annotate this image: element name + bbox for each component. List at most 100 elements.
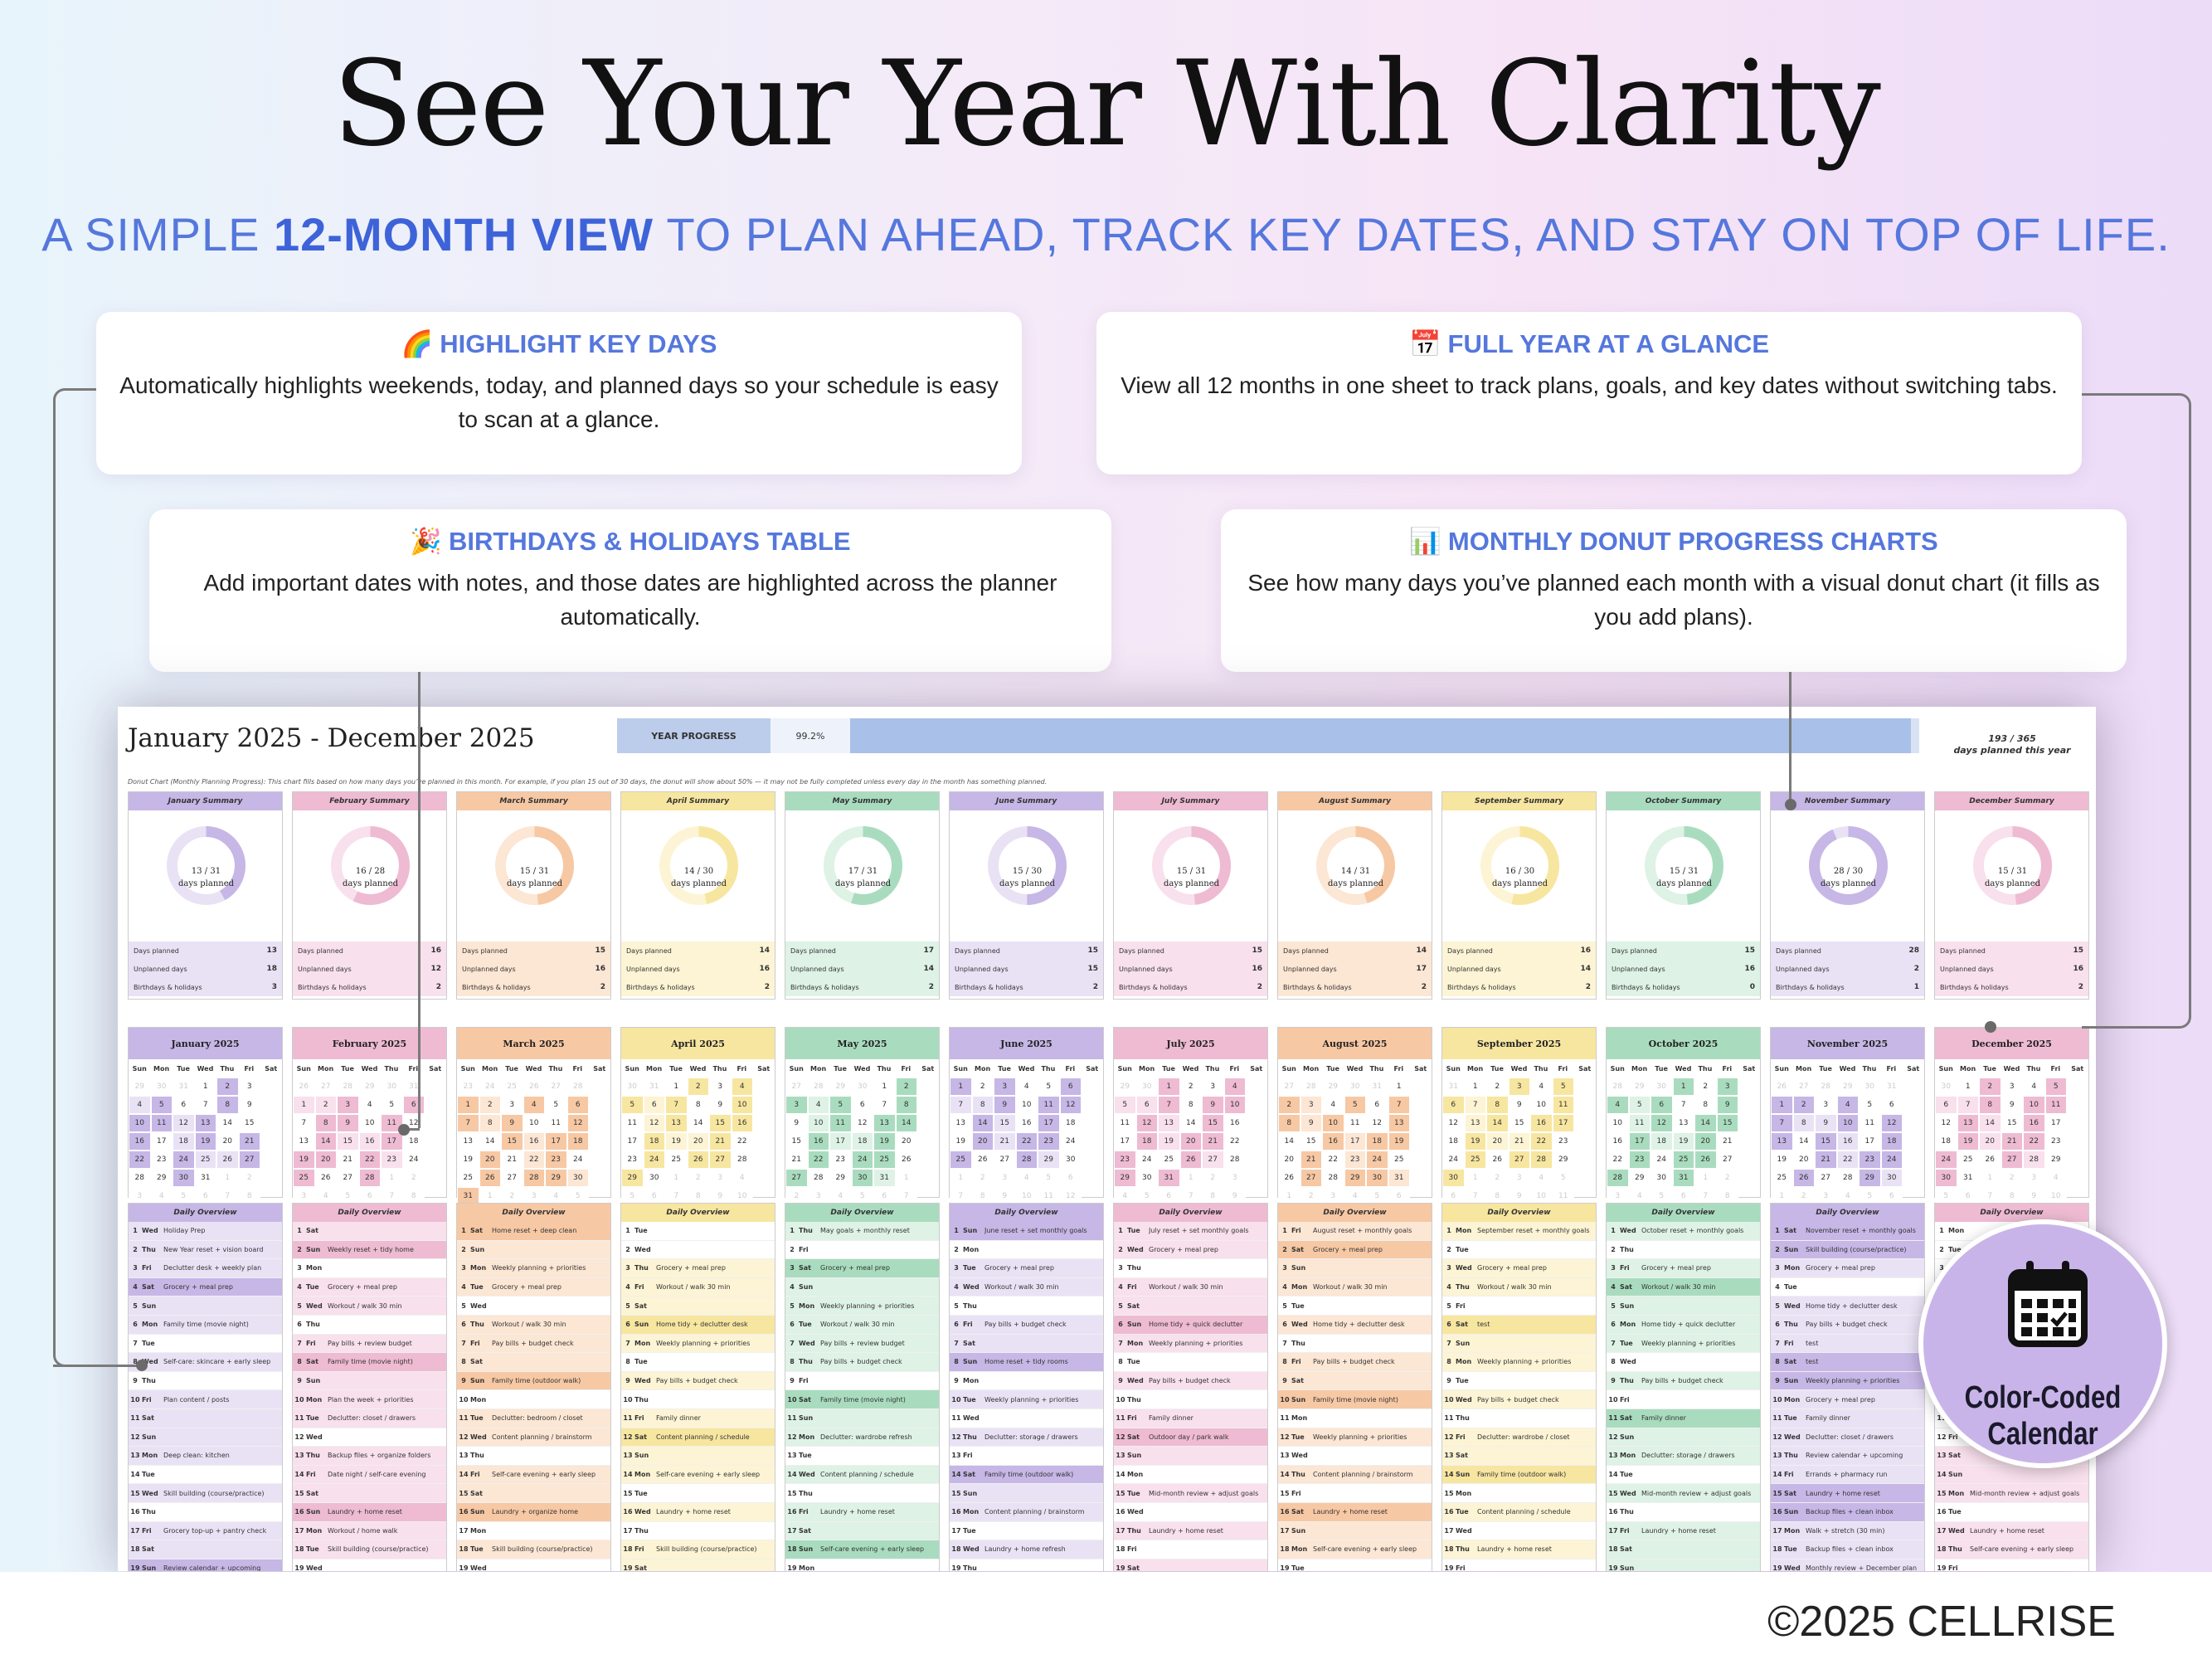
- day-cell[interactable]: 6: [643, 1096, 665, 1114]
- overview-row[interactable]: 3 Mon: [293, 1259, 446, 1278]
- day-cell[interactable]: 5: [1114, 1096, 1136, 1114]
- day-cell[interactable]: 19: [293, 1151, 315, 1169]
- day-cell[interactable]: 7: [665, 1096, 688, 1114]
- day-cell[interactable]: 11: [1114, 1114, 1136, 1132]
- day-cell[interactable]: 21: [709, 1132, 732, 1151]
- day-cell[interactable]: 24: [1059, 1132, 1082, 1151]
- day-cell[interactable]: 29: [1859, 1169, 1881, 1187]
- day-cell[interactable]: 24: [1935, 1151, 1957, 1169]
- day-cell[interactable]: 24: [173, 1151, 195, 1169]
- overview-row[interactable]: 2 Sun Skill building (course/practice): [1771, 1240, 1924, 1260]
- overview-row[interactable]: 18 Tue Skill building (course/practice): [293, 1540, 446, 1559]
- day-cell[interactable]: 19: [1672, 1132, 1694, 1151]
- day-cell[interactable]: 16: [1322, 1132, 1344, 1151]
- day-cell[interactable]: 9: [994, 1187, 1016, 1205]
- day-cell[interactable]: 31: [1880, 1078, 1903, 1096]
- overview-row[interactable]: 13 Sat: [1442, 1447, 1596, 1466]
- day-cell[interactable]: 3: [994, 1078, 1016, 1096]
- day-cell[interactable]: 3: [501, 1096, 523, 1114]
- day-cell[interactable]: 28: [337, 1078, 359, 1096]
- overview-row[interactable]: 17 Tue: [950, 1521, 1103, 1541]
- overview-row[interactable]: 16 Sun Backup files + clean inbox: [1771, 1502, 1924, 1522]
- overview-row[interactable]: 4 Fri Workout / walk 30 min: [621, 1277, 775, 1297]
- overview-row[interactable]: 15 Wed Skill building (course/practice): [129, 1484, 282, 1503]
- day-cell[interactable]: 8: [1694, 1096, 1717, 1114]
- day-cell[interactable]: 20: [479, 1151, 501, 1169]
- day-cell[interactable]: 5: [1038, 1169, 1060, 1187]
- day-cell[interactable]: 30: [1650, 1078, 1673, 1096]
- day-cell[interactable]: 26: [293, 1078, 315, 1096]
- overview-row[interactable]: 1 Wed Holiday Prep: [129, 1222, 282, 1241]
- day-cell[interactable]: 21: [1815, 1151, 1837, 1169]
- day-cell[interactable]: 27: [314, 1078, 337, 1096]
- day-cell[interactable]: 23: [1114, 1151, 1136, 1169]
- overview-row[interactable]: 13 Tue: [785, 1447, 939, 1466]
- day-cell[interactable]: 20: [216, 1132, 239, 1151]
- day-cell[interactable]: 6: [1935, 1096, 1957, 1114]
- day-cell[interactable]: 24: [1650, 1151, 1673, 1169]
- day-cell[interactable]: 26: [1792, 1169, 1815, 1187]
- day-cell[interactable]: 11: [381, 1114, 403, 1132]
- overview-row[interactable]: 1 Sat Home reset + deep clean: [457, 1222, 610, 1241]
- overview-row[interactable]: 15 Fri: [1278, 1484, 1432, 1503]
- day-cell[interactable]: 1: [1957, 1078, 1979, 1096]
- day-cell[interactable]: 25: [1672, 1151, 1694, 1169]
- day-cell[interactable]: 7: [1158, 1096, 1180, 1114]
- overview-row[interactable]: 10 Fri Plan content / posts: [129, 1390, 282, 1409]
- day-cell[interactable]: 15: [994, 1114, 1016, 1132]
- day-cell[interactable]: 1: [1694, 1169, 1717, 1187]
- day-cell[interactable]: 26: [523, 1078, 545, 1096]
- day-cell[interactable]: 21: [1716, 1132, 1738, 1151]
- day-cell[interactable]: 14: [479, 1132, 501, 1151]
- day-cell[interactable]: 30: [1366, 1169, 1388, 1187]
- day-cell[interactable]: 4: [150, 1187, 173, 1205]
- overview-row[interactable]: 9 Wed Pay bills + budget check: [1114, 1371, 1267, 1391]
- overview-row[interactable]: 2 Sun Weekly reset + tidy home: [293, 1240, 446, 1260]
- day-cell[interactable]: 2: [1202, 1169, 1224, 1187]
- day-cell[interactable]: 3: [785, 1096, 808, 1114]
- day-cell[interactable]: 7: [293, 1114, 315, 1132]
- overview-row[interactable]: 4 Tue Grocery + meal prep: [293, 1277, 446, 1297]
- day-cell[interactable]: 28: [129, 1169, 151, 1187]
- overview-row[interactable]: 7 Fri test: [1771, 1334, 1924, 1354]
- day-cell[interactable]: 14: [216, 1114, 239, 1132]
- overview-row[interactable]: 18 Sat: [1607, 1540, 1760, 1559]
- overview-row[interactable]: 19 Thu: [950, 1559, 1103, 1571]
- day-cell[interactable]: 29: [1114, 1169, 1136, 1187]
- day-cell[interactable]: 8: [895, 1096, 917, 1114]
- day-cell[interactable]: 27: [1278, 1078, 1300, 1096]
- day-cell[interactable]: 12: [566, 1114, 589, 1132]
- day-cell[interactable]: 7: [381, 1187, 403, 1205]
- day-cell[interactable]: 7: [950, 1187, 972, 1205]
- day-cell[interactable]: 13: [1158, 1114, 1180, 1132]
- day-cell[interactable]: 10: [523, 1114, 545, 1132]
- overview-row[interactable]: 2 Wed Grocery + meal prep: [1114, 1240, 1267, 1260]
- day-cell[interactable]: 10: [1015, 1096, 1038, 1114]
- day-cell[interactable]: 6: [1059, 1078, 1082, 1096]
- overview-row[interactable]: 9 Sun: [293, 1371, 446, 1391]
- day-cell[interactable]: 23: [381, 1151, 403, 1169]
- overview-row[interactable]: 16 Wed Laundry + home reset: [621, 1502, 775, 1522]
- day-cell[interactable]: 13: [665, 1114, 688, 1132]
- day-cell[interactable]: 10: [1322, 1114, 1344, 1132]
- day-cell[interactable]: 30: [381, 1078, 403, 1096]
- day-cell[interactable]: 27: [1202, 1151, 1224, 1169]
- day-cell[interactable]: 3: [1223, 1169, 1246, 1187]
- day-cell[interactable]: 4: [2044, 1169, 2067, 1187]
- overview-row[interactable]: 17 Fri Grocery top-up + pantry check: [129, 1521, 282, 1541]
- day-cell[interactable]: 1: [381, 1169, 403, 1187]
- overview-row[interactable]: 7 Wed Pay bills + review budget: [785, 1334, 939, 1354]
- day-cell[interactable]: 19: [873, 1132, 896, 1151]
- day-cell[interactable]: 1: [1771, 1096, 1793, 1114]
- overview-row[interactable]: 14 Sat Family time (outdoor walk): [950, 1465, 1103, 1485]
- day-cell[interactable]: 12: [173, 1114, 195, 1132]
- day-cell[interactable]: 14: [1694, 1114, 1717, 1132]
- overview-row[interactable]: 18 Fri Skill building (course/practice): [621, 1540, 775, 1559]
- day-cell[interactable]: 7: [1672, 1096, 1694, 1114]
- day-cell[interactable]: 31: [194, 1169, 216, 1187]
- overview-row[interactable]: 5 Tue: [1278, 1297, 1432, 1316]
- day-cell[interactable]: 18: [402, 1132, 425, 1151]
- day-cell[interactable]: 22: [1015, 1132, 1038, 1151]
- day-cell[interactable]: 20: [687, 1132, 709, 1151]
